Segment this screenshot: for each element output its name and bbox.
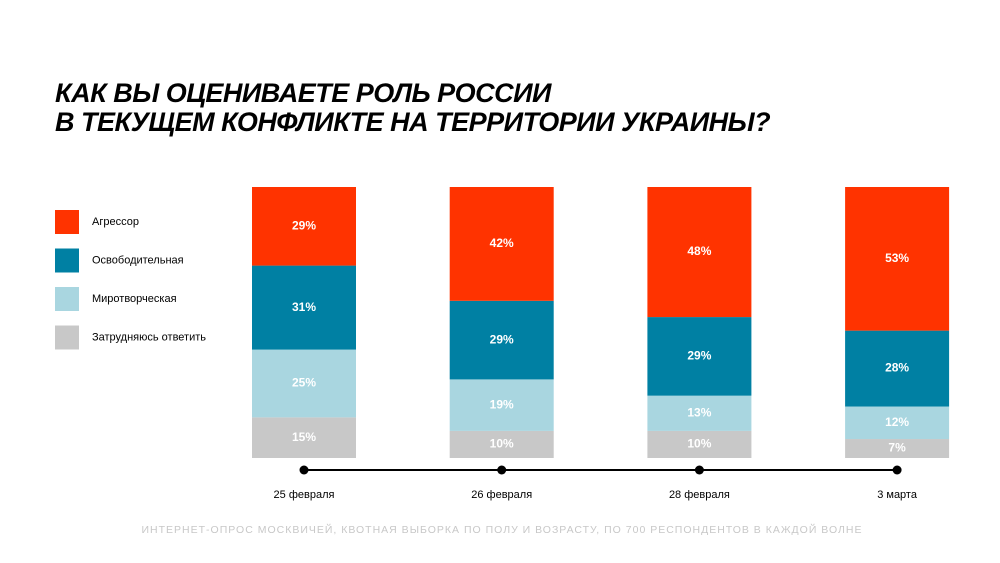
value-label: 15% (292, 430, 316, 444)
bar-segment (647, 187, 752, 318)
value-label: 25% (292, 376, 316, 390)
legend-swatch (55, 325, 79, 350)
value-label: 29% (687, 349, 711, 363)
legend-label: Агрессор (92, 216, 139, 228)
chart-title: В ТЕКУЩЕМ КОНФЛИКТЕ НА ТЕРРИТОРИИ УКРАИН… (55, 107, 770, 137)
x-tick-label: 3 марта (877, 489, 918, 501)
bar-segment (647, 395, 752, 431)
value-label: 53% (885, 251, 909, 265)
bar-segment (845, 439, 950, 458)
legend-label: Миротворческая (92, 293, 177, 305)
bar-segment (845, 330, 950, 407)
value-label: 13% (687, 405, 711, 419)
value-label: 10% (490, 437, 514, 451)
bar-segment (252, 265, 356, 350)
timeline-dot (497, 465, 507, 475)
bar-segment (845, 187, 950, 331)
legend-swatch (55, 210, 79, 234)
bar-segment (647, 430, 752, 458)
value-label: 29% (292, 218, 316, 232)
x-tick-label: 25 февраля (274, 489, 335, 501)
bar-segment (647, 317, 752, 396)
bar-segment (252, 349, 356, 418)
value-label: 7% (888, 441, 906, 455)
note: ИНТЕРНЕТ-ОПРОС МОСКВИЧЕЙ, КВОТНАЯ ВЫБОРК… (142, 523, 863, 536)
value-label: 19% (490, 397, 514, 411)
chart-title: КАК ВЫ ОЦЕНИВАЕТЕ РОЛЬ РОССИИ (55, 78, 552, 108)
legend-label: Затрудняюсь ответить (92, 331, 206, 343)
legend-swatch (55, 248, 79, 273)
value-label: 10% (687, 437, 711, 451)
legend-label: Освободительная (92, 254, 184, 266)
value-label: 29% (490, 332, 514, 346)
x-tick-label: 28 февраля (669, 489, 730, 501)
bar-segment (252, 417, 356, 458)
x-tick-label: 26 февраля (471, 489, 532, 501)
value-label: 12% (885, 415, 909, 429)
value-label: 42% (490, 236, 514, 250)
bar-segment (449, 430, 554, 458)
bar-segment (252, 187, 356, 266)
value-label: 28% (885, 361, 909, 375)
bar-segment (449, 379, 554, 431)
legend-swatch (55, 287, 79, 311)
bar-segment (845, 406, 950, 440)
timeline-dot (892, 465, 902, 475)
timeline-dot (694, 465, 704, 475)
bar-segment (449, 300, 554, 380)
bar-segment (449, 187, 554, 301)
timeline-dot (299, 465, 309, 475)
value-label: 48% (687, 244, 711, 258)
value-label: 31% (292, 300, 316, 314)
